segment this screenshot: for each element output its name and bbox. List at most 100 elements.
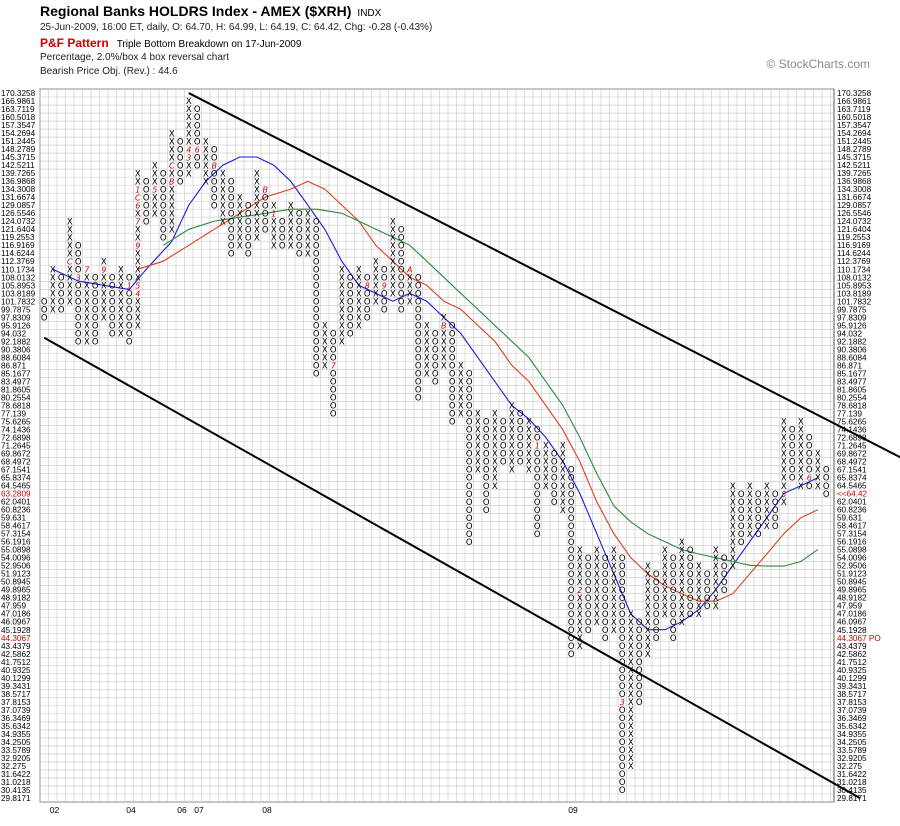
pnf-x-box: X	[407, 281, 413, 291]
price-label-right: 65.8374	[837, 474, 867, 483]
pnf-o-box: O	[619, 722, 626, 732]
pnf-o-box: O	[670, 578, 677, 588]
pnf-x-box: A	[406, 265, 412, 274]
pnf-o-box: O	[653, 634, 660, 644]
pnf-x-box: X	[662, 570, 668, 580]
pnf-o-box: O	[211, 145, 218, 155]
pnf-o-box: O	[823, 474, 830, 484]
pnf-x-box: X	[237, 217, 243, 227]
pnf-x-box: C	[135, 193, 141, 202]
pnf-o-box: O	[585, 578, 592, 588]
pnf-o-box: O	[619, 786, 626, 796]
pnf-x-box: X	[322, 354, 328, 364]
price-label-left: 71.2645	[1, 442, 31, 451]
price-label-left: 101.7832	[1, 297, 36, 306]
price-label-right: 136.9868	[837, 177, 872, 186]
pnf-x-box: X	[186, 137, 192, 147]
pnf-x-box: X	[152, 193, 158, 203]
price-label-right: 154.2694	[837, 129, 872, 138]
pnf-o-box: O	[313, 354, 320, 364]
price-label-right: 31.0218	[837, 778, 867, 787]
price-label-right: 97.8309	[837, 313, 867, 322]
pnf-o-box: O	[109, 306, 116, 316]
pnf-x-box: X	[628, 754, 634, 764]
price-label-right: 29.8171	[837, 794, 867, 803]
pnf-o-box: O	[415, 346, 422, 356]
pnf-o-box: O	[347, 306, 354, 316]
pnf-o-box: O	[228, 233, 235, 243]
pnf-x-box: X	[577, 634, 583, 644]
price-label-right: 32.9205	[837, 754, 867, 763]
pnf-o-box: O	[194, 153, 201, 163]
pnf-x-box: X	[169, 137, 175, 147]
pnf-x-box: X	[611, 586, 617, 596]
pnf-o-box: O	[415, 289, 422, 299]
pnf-o-box: O	[313, 297, 320, 307]
price-label-right: 50.8945	[837, 578, 867, 587]
pnf-o-box: O	[789, 434, 796, 444]
pnf-o-box: O	[296, 217, 303, 227]
pnf-o-box: O	[398, 281, 405, 291]
pnf-x-box: X	[390, 225, 396, 235]
pnf-x-box: X	[84, 297, 90, 307]
pnf-x-box: X	[186, 105, 192, 115]
pnf-o-box: O	[126, 306, 133, 316]
pnf-o-box: O	[415, 354, 422, 364]
price-label-left: 35.6342	[1, 722, 31, 731]
pnf-o-box: O	[466, 458, 473, 468]
pnf-x-box: X	[373, 297, 379, 307]
pnf-o-box: O	[211, 185, 218, 195]
pnf-x-box: X	[50, 273, 56, 283]
pnf-o-box: O	[262, 217, 269, 227]
pnf-o-box: O	[398, 265, 405, 275]
pattern-label: P&F Pattern	[40, 36, 109, 50]
pnf-x-box: X	[458, 410, 464, 420]
price-label-right: 33.5789	[837, 746, 867, 755]
pnf-o-box: O	[602, 570, 609, 580]
price-label-left: 64.5465	[1, 482, 31, 491]
pnf-x-box: X	[662, 610, 668, 620]
pnf-o-box: O	[653, 570, 660, 580]
pnf-o-box: O	[483, 434, 490, 444]
pnf-o-box: O	[687, 586, 694, 596]
pnf-o-box: O	[568, 650, 575, 660]
pnf-o-box: O	[211, 177, 218, 187]
pnf-o-box: O	[687, 562, 694, 572]
pnf-o-box: O	[755, 506, 762, 516]
pnf-o-box: O	[483, 498, 490, 508]
pnf-o-box: O	[415, 386, 422, 396]
pnf-o-box: O	[92, 306, 99, 316]
pnf-o-box: O	[534, 514, 541, 524]
pnf-x-box: X	[390, 289, 396, 299]
pnf-o-box: O	[585, 554, 592, 564]
pnf-x-box: X	[152, 209, 158, 219]
pnf-o-box: O	[619, 730, 626, 740]
price-label-right: 45.1928	[837, 626, 867, 635]
pnf-o-box: O	[619, 610, 626, 620]
pnf-o-box: O	[177, 137, 184, 147]
pnf-x-box: X	[288, 225, 294, 235]
pnf-x-box: X	[101, 281, 107, 291]
pnf-x-box: X	[492, 442, 498, 452]
pnf-x-box: X	[84, 273, 90, 283]
pnf-o-box: O	[551, 490, 558, 500]
pnf-x-box: X	[628, 650, 634, 660]
price-label-right: 55.0898	[837, 546, 867, 555]
pnf-o-box: O	[619, 770, 626, 780]
pnf-x-box: 2	[577, 586, 582, 595]
pnf-o-box: O	[585, 618, 592, 628]
pnf-o-box: O	[347, 330, 354, 340]
price-label-left: 56.1916	[1, 538, 31, 547]
pnf-x-box: X	[696, 586, 702, 596]
pnf-x-box: X	[305, 249, 311, 259]
pnf-o-box: O	[789, 466, 796, 476]
pnf-o-box: O	[109, 330, 116, 340]
pnf-o-box: O	[483, 506, 490, 516]
pnf-x-box: X	[679, 586, 685, 596]
pnf-o-box: O	[602, 602, 609, 612]
pnf-o-box: O	[143, 185, 150, 195]
price-label-right: 99.7875	[837, 305, 867, 314]
pnf-x-box: X	[662, 546, 668, 556]
pnf-o-box: O	[194, 105, 201, 115]
pnf-o-box: O	[466, 498, 473, 508]
